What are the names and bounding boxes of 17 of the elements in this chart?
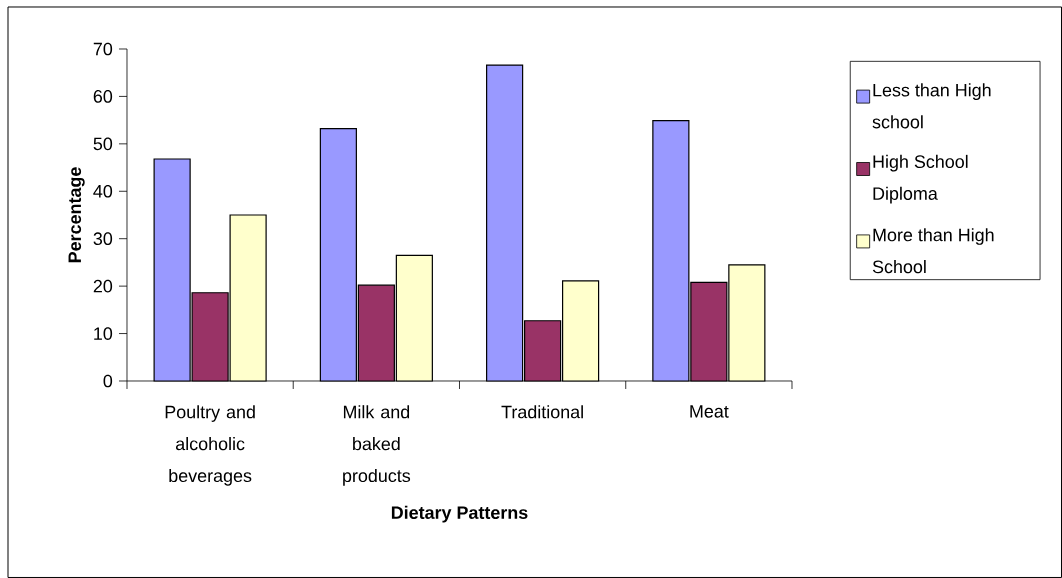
- x-tick-label: Poultry and alcoholic beverages: [165, 405, 255, 486]
- y-tick-label: 10: [94, 327, 113, 340]
- legend-label: High School Diploma: [873, 154, 968, 204]
- legend-label: More than High School: [872, 228, 994, 274]
- y-tick-label: 0: [103, 374, 113, 388]
- x-axis-title: Dietary Patterns: [391, 505, 528, 523]
- y-axis-title: Percentage: [68, 167, 85, 263]
- y-tick-label: 60: [93, 90, 113, 103]
- y-tick-label: 50: [93, 137, 113, 151]
- x-tick-label: Traditional: [501, 405, 583, 419]
- x-tick-label: Meat: [690, 405, 729, 418]
- y-tick-label: 20: [93, 279, 113, 293]
- y-tick-label: 40: [93, 184, 113, 198]
- x-tick-label: Milk and baked products: [343, 405, 411, 486]
- y-tick-label: 70: [93, 42, 113, 56]
- legend-label: Less than High school: [872, 83, 991, 129]
- y-tick-label: 30: [93, 232, 113, 246]
